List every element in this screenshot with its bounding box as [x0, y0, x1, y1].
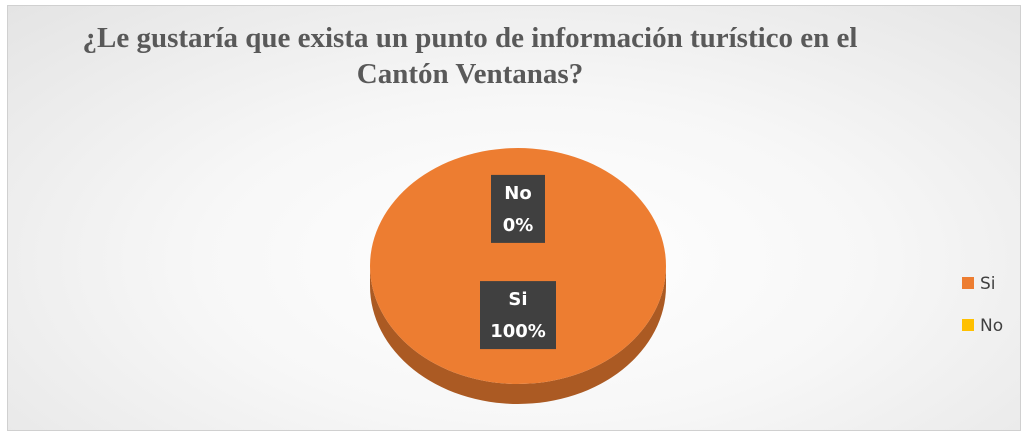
- legend-swatch: [962, 319, 974, 331]
- data-label-category: No: [504, 183, 531, 204]
- legend-swatch: [962, 277, 974, 289]
- data-label-category: Si: [508, 289, 527, 310]
- data-label-value: 0%: [503, 215, 534, 236]
- data-label-box: [491, 174, 545, 243]
- chart-title: ¿Le gustaría que exista un punto de info…: [82, 22, 858, 90]
- pie-slice: [370, 148, 666, 384]
- data-label-box: [480, 281, 556, 350]
- legend-label: No: [980, 316, 1003, 336]
- legend-label: Si: [980, 274, 996, 294]
- data-label-value: 100%: [490, 321, 546, 342]
- pie-side: [370, 266, 666, 404]
